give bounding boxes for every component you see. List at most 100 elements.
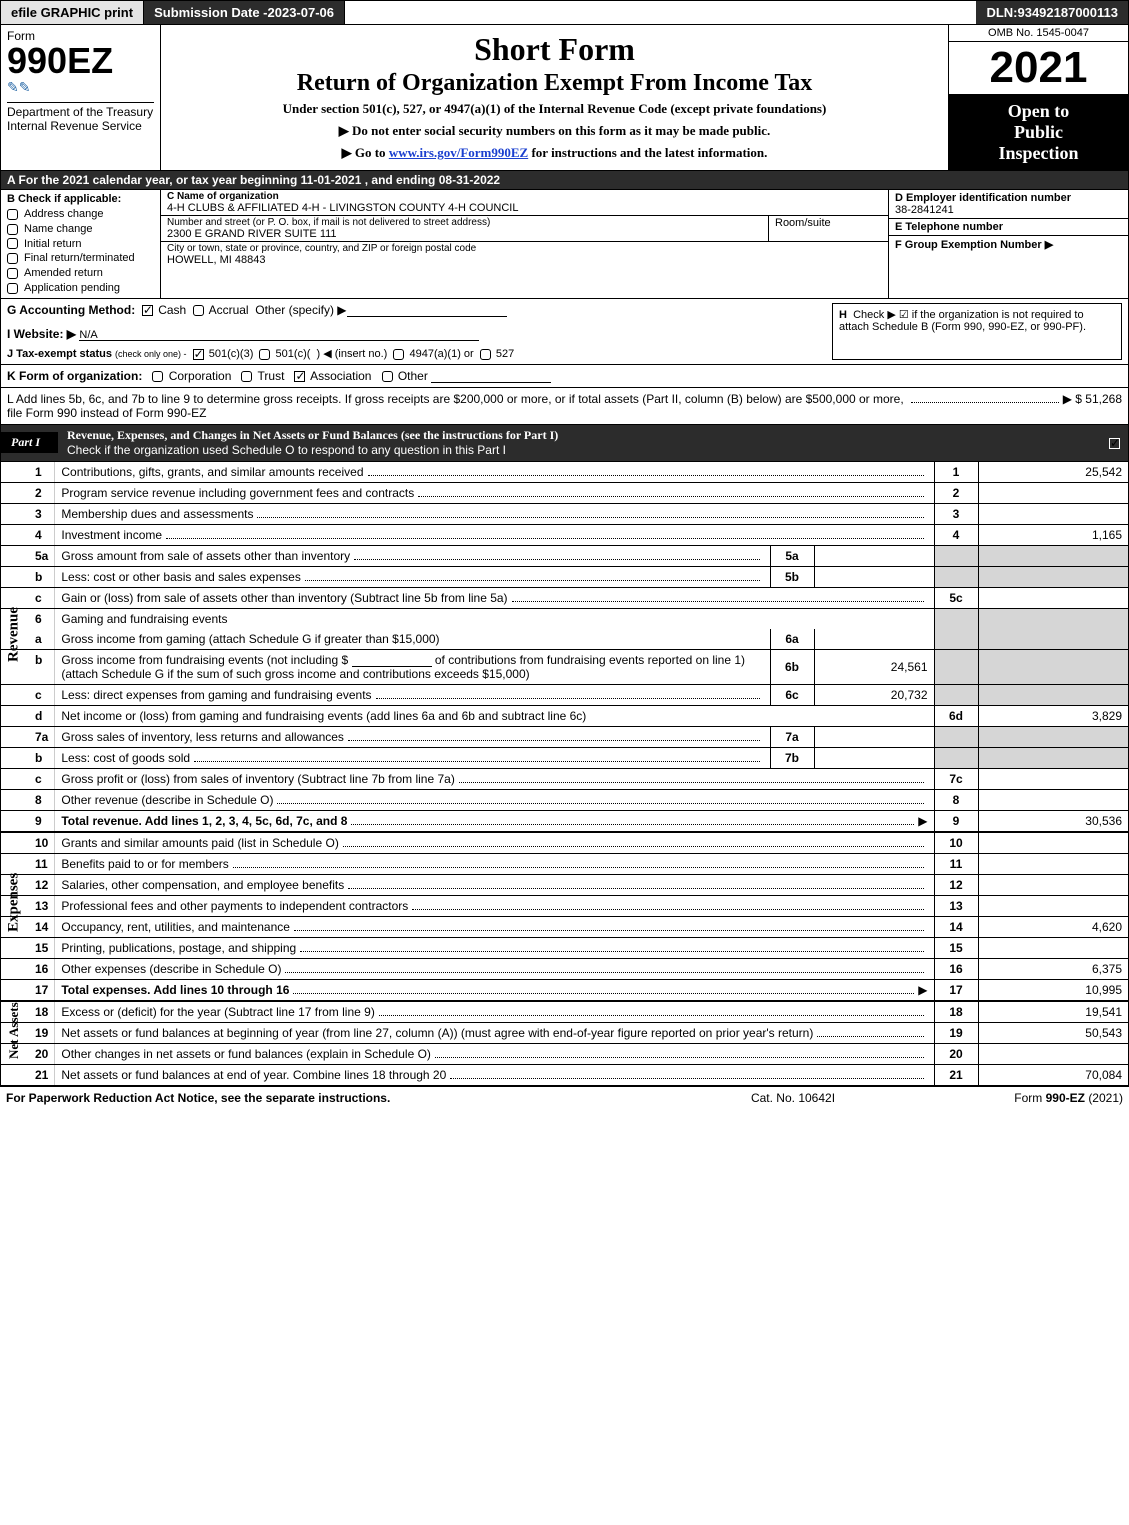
line-l-arrow: ▶ bbox=[1063, 392, 1072, 406]
phone-label: E Telephone number bbox=[895, 221, 1003, 233]
line-k: K Form of organization: Corporation Trus… bbox=[0, 365, 1129, 388]
main-title: Return of Organization Exempt From Incom… bbox=[297, 70, 813, 97]
row-5b: b Less: cost or other basis and sales ex… bbox=[1, 566, 1128, 587]
row-18-rval: 19,541 bbox=[978, 1002, 1128, 1023]
row-18-desc: Excess or (deficit) for the year (Subtra… bbox=[61, 1005, 374, 1019]
other-org-input[interactable] bbox=[431, 369, 551, 383]
label-other-org: Other bbox=[398, 369, 428, 383]
row-6b-blank[interactable] bbox=[352, 653, 432, 667]
row-20-desc: Other changes in net assets or fund bala… bbox=[61, 1047, 431, 1061]
row-8-rn: 8 bbox=[934, 789, 978, 810]
cb-application-pending[interactable] bbox=[7, 283, 18, 294]
cb-cash[interactable] bbox=[142, 305, 153, 316]
row-17-desc: Total expenses. Add lines 10 through 16 bbox=[61, 983, 289, 997]
row-17: 17 Total expenses. Add lines 10 through … bbox=[1, 979, 1128, 1000]
efile-print[interactable]: efile GRAPHIC print bbox=[1, 1, 144, 24]
dln-value: 93492187000113 bbox=[1017, 5, 1118, 20]
cb-other-org[interactable] bbox=[382, 371, 393, 382]
bullet-link: ▶ Go to www.irs.gov/Form990EZ for instru… bbox=[342, 145, 768, 161]
row-15-rn: 15 bbox=[934, 937, 978, 958]
row-6c-num: c bbox=[1, 684, 55, 705]
cb-final-return[interactable] bbox=[7, 253, 18, 264]
cb-501c3[interactable] bbox=[193, 349, 204, 360]
expenses-section: Expenses 10 Grants and similar amounts p… bbox=[0, 833, 1129, 1002]
line-h-box: H Check ▶ ☑ if the organization is not r… bbox=[832, 303, 1122, 360]
row-20-rval bbox=[978, 1043, 1128, 1064]
row-10-rn: 10 bbox=[934, 833, 978, 854]
dept-text: Department of the Treasury bbox=[7, 105, 153, 119]
row-7b: b Less: cost of goods sold 7b bbox=[1, 747, 1128, 768]
row-9-rval: 30,536 bbox=[978, 810, 1128, 831]
line-a-tax-year-range: A For the 2021 calendar year, or tax yea… bbox=[0, 171, 1129, 190]
row-5b-mval bbox=[814, 566, 934, 587]
cb-initial-return[interactable] bbox=[7, 238, 18, 249]
row-6d-num: d bbox=[1, 705, 55, 726]
row-5c-desc: Gain or (loss) from sale of assets other… bbox=[61, 591, 507, 605]
row-5b-desc: Less: cost or other basis and sales expe… bbox=[61, 570, 300, 584]
section-c: C Name of organization 4-H CLUBS & AFFIL… bbox=[161, 190, 888, 298]
row-16-rval: 6,375 bbox=[978, 958, 1128, 979]
row-21-rn: 21 bbox=[934, 1064, 978, 1085]
section-d-e-f: D Employer identification number 38-2841… bbox=[888, 190, 1128, 298]
row-7b-rn bbox=[934, 747, 978, 768]
row-8-rval bbox=[978, 789, 1128, 810]
page-footer: For Paperwork Reduction Act Notice, see … bbox=[0, 1087, 1129, 1107]
cb-name-change[interactable] bbox=[7, 224, 18, 235]
section-c-label: C Name of organization bbox=[167, 191, 279, 202]
cb-association[interactable] bbox=[294, 371, 305, 382]
line-g-label: G Accounting Method: bbox=[7, 303, 135, 317]
cb-accrual[interactable] bbox=[193, 305, 204, 316]
cb-amended-return[interactable] bbox=[7, 268, 18, 279]
row-6a-rn bbox=[934, 629, 978, 650]
line-j-small: (check only one) - bbox=[115, 349, 187, 359]
cb-schedule-o[interactable] bbox=[1109, 438, 1120, 449]
line-k-label: K Form of organization: bbox=[7, 369, 142, 383]
row-12: 12 Salaries, other compensation, and emp… bbox=[1, 874, 1128, 895]
row-10-rval bbox=[978, 833, 1128, 854]
net-assets-label: Net Assets bbox=[6, 1029, 22, 1059]
cb-501c[interactable] bbox=[259, 349, 270, 360]
row-6-rn bbox=[934, 608, 978, 629]
row-7b-desc: Less: cost of goods sold bbox=[61, 751, 190, 765]
row-5a-num: 5a bbox=[1, 545, 55, 566]
row-5a: 5a Gross amount from sale of assets othe… bbox=[1, 545, 1128, 566]
label-application-pending: Application pending bbox=[24, 281, 120, 296]
label-address-change: Address change bbox=[24, 207, 104, 222]
row-5a-rn bbox=[934, 545, 978, 566]
line-h-label: H bbox=[839, 309, 847, 321]
website-input[interactable]: N/A bbox=[79, 327, 479, 341]
row-6d-rval: 3,829 bbox=[978, 705, 1128, 726]
footer-form-num: 990-EZ bbox=[1046, 1091, 1085, 1105]
row-5b-mn: 5b bbox=[770, 566, 814, 587]
other-specify-input[interactable] bbox=[347, 303, 507, 317]
row-18-rn: 18 bbox=[934, 1002, 978, 1023]
row-4-rn: 4 bbox=[934, 524, 978, 545]
cb-address-change[interactable] bbox=[7, 209, 18, 220]
row-6c-mn: 6c bbox=[770, 684, 814, 705]
row-11-rn: 11 bbox=[934, 853, 978, 874]
tax-year: 2021 bbox=[949, 42, 1128, 95]
cb-corporation[interactable] bbox=[152, 371, 163, 382]
irs-form-link[interactable]: www.irs.gov/Form990EZ bbox=[389, 145, 528, 160]
dln: DLN: 93492187000113 bbox=[976, 1, 1128, 24]
row-5c: c Gain or (loss) from sale of assets oth… bbox=[1, 587, 1128, 608]
cb-4947a1[interactable] bbox=[393, 349, 404, 360]
row-21: 21 Net assets or fund balances at end of… bbox=[1, 1064, 1128, 1085]
row-19-rn: 19 bbox=[934, 1022, 978, 1043]
row-9: 9 Total revenue. Add lines 1, 2, 3, 4, 5… bbox=[1, 810, 1128, 831]
submission-date: Submission Date - 2023-07-06 bbox=[144, 1, 345, 24]
revenue-label: Revenue bbox=[6, 632, 23, 662]
row-7c-num: c bbox=[1, 768, 55, 789]
row-12-desc: Salaries, other compensation, and employ… bbox=[61, 878, 344, 892]
row-17-rn: 17 bbox=[934, 979, 978, 1000]
room-suite-label: Room/suite bbox=[768, 216, 888, 241]
form-header: Form 990EZ ✎✎ Department of the Treasury… bbox=[0, 25, 1129, 171]
line-i-label: I Website: ▶ bbox=[7, 327, 76, 341]
net-assets-section: Net Assets 18 Excess or (deficit) for th… bbox=[0, 1002, 1129, 1087]
cb-trust[interactable] bbox=[241, 371, 252, 382]
row-6c: c Less: direct expenses from gaming and … bbox=[1, 684, 1128, 705]
submission-date-label: Submission Date - bbox=[154, 5, 267, 20]
row-19: 19 Net assets or fund balances at beginn… bbox=[1, 1022, 1128, 1043]
short-form-title: Short Form bbox=[474, 31, 635, 68]
cb-527[interactable] bbox=[480, 349, 491, 360]
